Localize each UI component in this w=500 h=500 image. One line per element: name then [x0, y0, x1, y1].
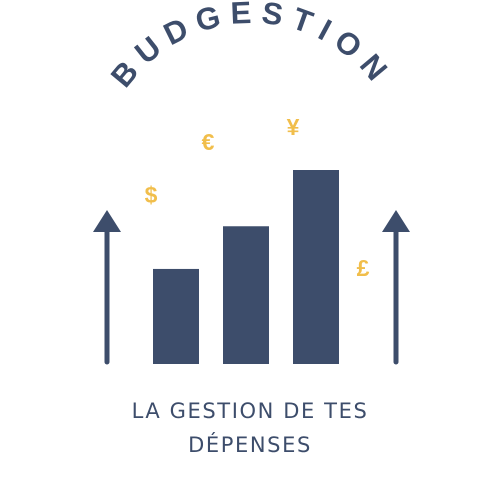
- bar-1: [153, 268, 199, 364]
- right-arrow-head: [382, 210, 410, 232]
- left-arrow-icon: [93, 210, 121, 365]
- euro-icon: €: [202, 129, 215, 155]
- yen-icon: ¥: [287, 114, 300, 140]
- tagline-line-1: LA GESTION DE TES: [131, 399, 369, 423]
- right-arrow-icon: [382, 210, 410, 365]
- bar-3: [293, 170, 339, 364]
- tagline-line-2: DÉPENSES: [188, 433, 312, 457]
- pound-icon: £: [357, 255, 370, 281]
- bar-chart-icon: [153, 170, 339, 364]
- bar-2: [223, 226, 269, 364]
- brand-name-text: BUDGESTION: [104, 0, 391, 94]
- dollar-icon: $: [145, 182, 158, 208]
- brand-name: BUDGESTION: [104, 0, 400, 94]
- left-arrow-head: [93, 210, 121, 232]
- tagline: LA GESTION DE TES DÉPENSES: [0, 394, 500, 462]
